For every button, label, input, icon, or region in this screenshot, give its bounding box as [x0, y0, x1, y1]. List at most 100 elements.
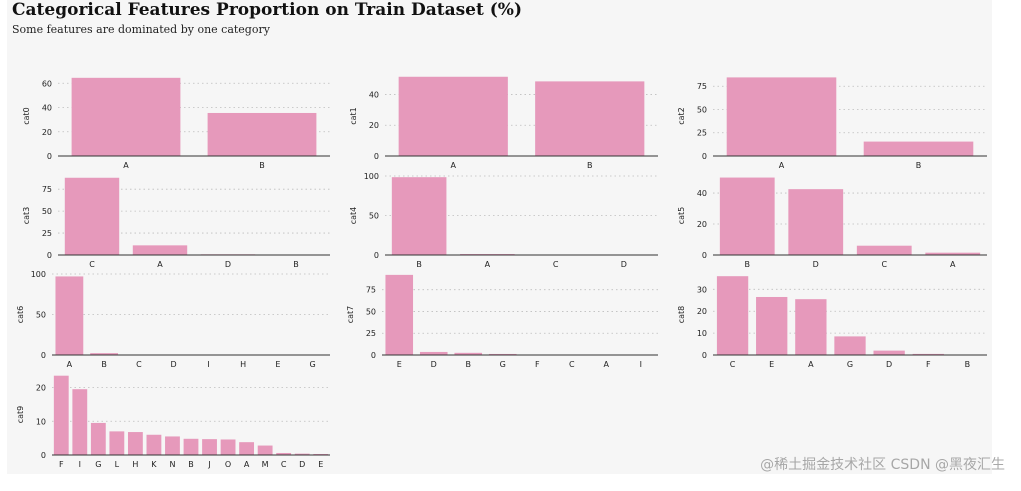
y-tick-label-cat7: 25: [366, 329, 376, 338]
y-tick-label-cat3: 50: [42, 207, 52, 216]
x-tick-label-cat7: E: [397, 360, 402, 369]
x-tick-label-cat7: F: [535, 360, 540, 369]
y-axis-label-cat3: cat3: [22, 207, 31, 225]
bar-cat8-D: [873, 350, 905, 355]
x-tick-label-cat6: B: [101, 360, 107, 369]
bar-cat7-D: [419, 351, 448, 355]
y-tick-label-cat4: 0: [374, 251, 379, 260]
x-tick-label-cat2: B: [916, 161, 922, 170]
x-tick-label-cat6: C: [136, 360, 142, 369]
y-tick-label-cat2: 25: [697, 129, 707, 138]
x-tick-label-cat8: E: [769, 360, 774, 369]
x-tick-label-cat6: E: [275, 360, 280, 369]
x-tick-label-cat4: C: [553, 260, 559, 269]
x-tick-label-cat7: G: [500, 360, 506, 369]
x-tick-label-cat9: K: [151, 460, 157, 469]
bar-cat2-B: [863, 141, 974, 156]
x-tick-label-cat9: L: [115, 460, 120, 469]
y-tick-label-cat9: 20: [36, 384, 46, 393]
bar-cat7-B: [454, 352, 483, 355]
x-tick-label-cat6: D: [171, 360, 177, 369]
y-tick-label-cat2: 75: [697, 82, 707, 91]
bar-cat9-I: [72, 389, 88, 455]
y-tick-label-cat8: 0: [702, 351, 707, 360]
bar-cat8-C: [716, 276, 749, 355]
y-tick-label-cat3: 75: [42, 185, 52, 194]
x-tick-label-cat9: J: [207, 460, 210, 469]
x-tick-label-cat5: A: [950, 260, 956, 269]
bar-cat0-B: [207, 112, 317, 156]
y-tick-label-cat2: 0: [702, 152, 707, 161]
bar-cat5-B: [719, 177, 775, 255]
x-tick-label-cat9: I: [79, 460, 81, 469]
x-tick-label-cat5: B: [745, 260, 751, 269]
x-tick-label-cat8: F: [926, 360, 931, 369]
x-tick-label-cat9: C: [281, 460, 287, 469]
bar-cat3-C: [64, 177, 120, 255]
y-tick-label-cat0: 20: [42, 128, 52, 137]
y-tick-label-cat5: 40: [697, 189, 707, 198]
x-tick-label-cat5: D: [813, 260, 819, 269]
y-axis-label-cat2: cat2: [677, 107, 686, 125]
bar-cat9-N: [165, 436, 180, 455]
x-tick-label-cat9: G: [95, 460, 101, 469]
x-tick-label-cat5: C: [881, 260, 887, 269]
x-tick-label-cat1: A: [451, 161, 457, 170]
bar-cat9-L: [109, 431, 125, 455]
y-tick-label-cat6: 0: [41, 351, 46, 360]
bar-cat9-F: [53, 375, 69, 455]
y-tick-label-cat0: 0: [47, 152, 52, 161]
y-axis-label-cat5: cat5: [677, 207, 686, 225]
x-tick-label-cat9: N: [169, 460, 175, 469]
x-tick-label-cat6: I: [207, 360, 209, 369]
figure-title: Categorical Features Proportion on Train…: [12, 0, 522, 20]
bar-cat4-B: [391, 177, 447, 255]
x-tick-label-cat4: D: [621, 260, 627, 269]
y-tick-label-cat8: 10: [697, 329, 707, 338]
y-tick-label-cat9: 0: [41, 451, 46, 460]
x-tick-label-cat1: B: [587, 161, 593, 170]
x-tick-label-cat8: B: [965, 360, 971, 369]
y-axis-label-cat9: cat9: [16, 406, 25, 424]
x-tick-label-cat8: D: [886, 360, 892, 369]
x-tick-label-cat9: H: [132, 460, 138, 469]
bar-cat9-A: [239, 442, 255, 455]
bar-cat6-A: [55, 276, 84, 355]
bar-cat9-K: [146, 434, 162, 455]
x-tick-label-cat7: I: [640, 360, 642, 369]
x-tick-label-cat6: G: [310, 360, 316, 369]
y-tick-label-cat4: 100: [364, 172, 379, 181]
bar-cat5-C: [856, 245, 912, 255]
y-tick-label-cat0: 60: [42, 79, 52, 88]
watermark-text: @稀土掘金技术社区 CSDN @黑夜汇生: [760, 457, 1005, 473]
bar-cat1-A: [398, 76, 508, 156]
y-tick-label-cat9: 10: [36, 417, 46, 426]
x-tick-label-cat9: B: [188, 460, 194, 469]
y-tick-label-cat1: 20: [369, 121, 379, 130]
y-tick-label-cat8: 30: [697, 285, 707, 294]
bar-cat9-B: [183, 438, 199, 455]
y-tick-label-cat2: 50: [697, 105, 707, 114]
bar-cat9-M: [257, 445, 273, 455]
y-tick-label-cat6: 100: [31, 270, 46, 279]
bar-cat2-A: [726, 77, 837, 156]
bar-cat8-G: [834, 336, 866, 355]
x-tick-label-cat2: A: [779, 161, 785, 170]
bar-cat9-E: [313, 453, 329, 455]
x-tick-label-cat8: G: [847, 360, 853, 369]
bar-cat5-D: [788, 189, 844, 255]
x-tick-label-cat3: C: [89, 260, 95, 269]
bar-cat8-F: [912, 353, 944, 355]
y-axis-label-cat4: cat4: [349, 207, 358, 225]
y-tick-label-cat6: 50: [36, 311, 46, 320]
y-tick-label-cat0: 40: [42, 104, 52, 113]
x-tick-label-cat0: B: [259, 161, 265, 170]
x-tick-label-cat7: B: [466, 360, 472, 369]
bar-cat3-A: [132, 245, 188, 255]
x-tick-label-cat9: M: [262, 460, 269, 469]
bar-cat0-A: [71, 77, 181, 156]
y-tick-label-cat5: 0: [702, 251, 707, 260]
y-tick-label-cat3: 25: [42, 229, 52, 238]
x-tick-label-cat8: C: [730, 360, 736, 369]
